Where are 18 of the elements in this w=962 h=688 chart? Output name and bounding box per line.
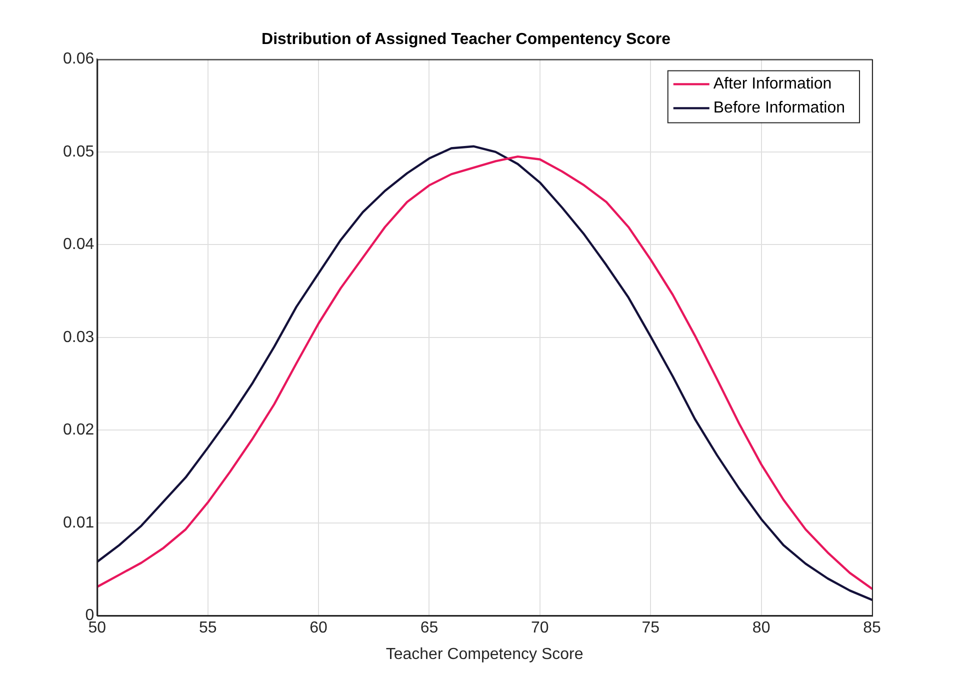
legend-label: Before Information xyxy=(713,100,845,117)
x-tick-label: 50 xyxy=(88,620,106,637)
x-axis-title: Teacher Competency Score xyxy=(386,646,584,663)
x-tick-label: 80 xyxy=(752,620,770,637)
y-tick-label: 0.01 xyxy=(63,514,94,532)
y-tick-label: 0.06 xyxy=(63,50,94,68)
x-tick-label: 65 xyxy=(420,620,438,637)
x-tick-label: 75 xyxy=(642,620,660,637)
legend-label: After Information xyxy=(713,76,832,93)
x-tick-label: 55 xyxy=(198,620,217,637)
x-tick-label: 70 xyxy=(531,620,549,637)
y-tick-label: 0.05 xyxy=(63,143,94,160)
x-tick-label: 60 xyxy=(310,620,328,637)
y-tick-label: 0.03 xyxy=(63,328,94,346)
x-tick-label: 85 xyxy=(863,620,881,637)
chart-title: Distribution of Assigned Teacher Compentency Score xyxy=(262,31,671,48)
y-tick-label: 0.04 xyxy=(63,236,94,254)
y-tick-label: 0.02 xyxy=(63,422,94,439)
